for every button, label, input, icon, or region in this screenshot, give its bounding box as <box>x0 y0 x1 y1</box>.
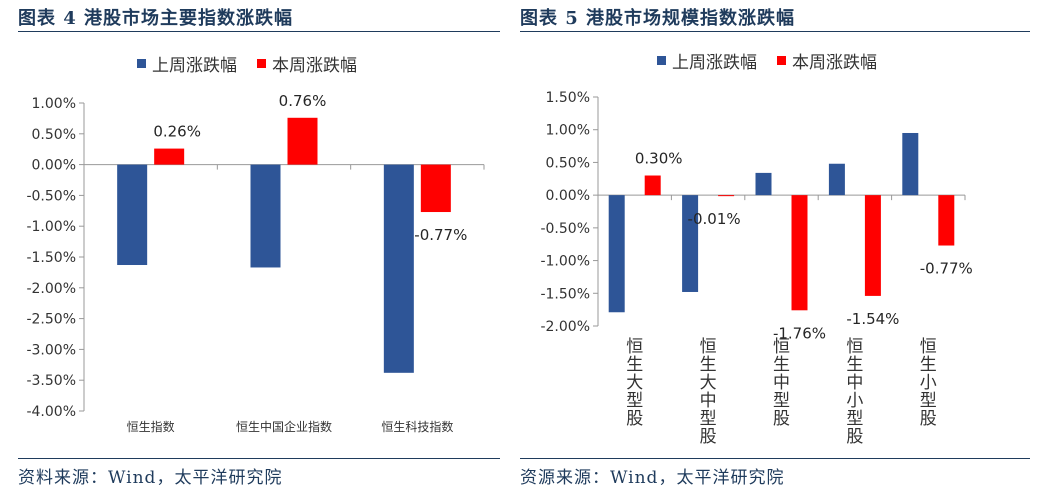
right-bar-chart: 1.50% 1.00% 0.50% 0.00% -0.50% -1.00% -1.50% -2… <box>540 90 973 447</box>
legend-item-prev: 上周涨跌幅 <box>137 51 237 76</box>
legend-item-curr: 本周涨跌幅 <box>257 51 357 76</box>
legend-swatch-curr <box>257 59 266 68</box>
left-title-rule <box>18 31 500 32</box>
y-tick-label: -4.00% <box>26 404 76 420</box>
right-source-rule <box>520 458 1030 459</box>
x-category-label: 恒生中国企业指数 <box>236 419 332 434</box>
bar-curr-week <box>154 148 185 165</box>
legend-item-prev: 上周涨跌幅 <box>657 48 757 73</box>
y-tick-label: 0.00% <box>546 188 590 204</box>
y-tick-label: -1.00% <box>26 219 76 235</box>
x-category-label: 恒生大中型股 <box>700 337 717 447</box>
data-label: 0.26% <box>153 123 201 141</box>
right-figure-title: 图表 5 港股市场规模指数涨跌幅 <box>520 8 796 29</box>
legend-swatch-prev <box>137 59 146 68</box>
bar-curr-week <box>420 164 451 213</box>
bar-curr-week <box>864 195 881 296</box>
y-tick-label: -1.50% <box>26 250 76 266</box>
y-tick-label: -3.00% <box>26 342 76 358</box>
left-source-note: 资料来源：Wind，太平洋研究院 <box>18 468 283 488</box>
bar-curr-week <box>791 195 808 311</box>
data-label: 0.76% <box>279 92 327 110</box>
legend-label-prev: 上周涨跌幅 <box>152 56 237 76</box>
left-source-rule <box>18 458 500 459</box>
right-figure-panel: 图表 5 港股市场规模指数涨跌幅 上周涨跌幅 本周涨跌幅 1.50% 1.00% 0… <box>520 0 1039 492</box>
bar-prev-week <box>383 164 414 373</box>
bar-prev-week <box>682 195 699 292</box>
x-category-label: 恒生大型股 <box>626 337 643 429</box>
y-tick-label: 0.50% <box>546 155 590 171</box>
data-label: -0.01% <box>688 210 741 228</box>
bar-prev-week <box>608 195 625 313</box>
data-label: -1.76% <box>773 324 826 342</box>
data-label: -0.77% <box>920 260 973 278</box>
y-tick-label: -2.00% <box>540 319 590 335</box>
y-tick-label: 1.00% <box>32 96 76 112</box>
right-source-note: 资源来源：Wind，太平洋研究院 <box>520 468 785 488</box>
right-chart-legend: 上周涨跌幅 本周涨跌幅 <box>657 48 897 73</box>
y-tick-label: 1.00% <box>546 123 590 139</box>
x-category-label: 恒生中型股 <box>773 337 790 429</box>
left-chart-legend: 上周涨跌幅 本周涨跌幅 <box>137 51 377 76</box>
left-bar-chart: 1.00% 0.50% 0.00% -0.50% -1.00% -1.50% -2.00% -… <box>26 92 485 434</box>
legend-label-curr: 本周涨跌幅 <box>792 53 877 73</box>
y-tick-label: 0.00% <box>32 158 76 174</box>
bar-prev-week <box>902 132 919 196</box>
bar-prev-week <box>250 164 281 268</box>
bar-prev-week <box>828 163 845 196</box>
bar-prev-week <box>755 172 772 196</box>
x-category-label: 恒生指数 <box>127 419 175 434</box>
data-label: 0.30% <box>635 150 683 168</box>
bar-prev-week <box>117 164 148 266</box>
legend-swatch-prev <box>657 56 666 65</box>
legend-item-curr: 本周涨跌幅 <box>777 48 877 73</box>
bar-curr-week <box>644 175 661 196</box>
left-figure-panel: 图表 4 港股市场主要指数涨跌幅 上周涨跌幅 本周涨跌幅 1.00% 0.50% 0… <box>18 8 500 488</box>
right-title-rule <box>520 31 1030 32</box>
x-category-label: 恒生中小型股 <box>846 337 863 447</box>
y-tick-label: -0.50% <box>26 188 76 204</box>
y-tick-label: 0.50% <box>32 127 76 143</box>
y-tick-label: -2.00% <box>26 281 76 297</box>
bar-curr-week <box>287 117 318 165</box>
legend-label-curr: 本周涨跌幅 <box>272 56 357 76</box>
bar-curr-week <box>718 195 735 197</box>
y-tick-label: -0.50% <box>540 221 590 237</box>
legend-swatch-curr <box>777 56 786 65</box>
y-tick-label: -1.00% <box>540 254 590 270</box>
legend-label-prev: 上周涨跌幅 <box>672 53 757 73</box>
x-category-label: 恒生科技指数 <box>381 419 453 434</box>
x-category-label: 恒生小型股 <box>920 337 937 429</box>
bar-curr-week <box>938 195 955 246</box>
left-figure-title: 图表 4 港股市场主要指数涨跌幅 <box>18 8 294 29</box>
data-label: -1.54% <box>846 310 899 328</box>
y-tick-label: 1.50% <box>546 90 590 106</box>
y-tick-label: -3.50% <box>26 373 76 389</box>
data-label: -0.77% <box>414 226 467 244</box>
y-tick-label: -2.50% <box>26 312 76 328</box>
y-tick-label: -1.50% <box>540 286 590 302</box>
